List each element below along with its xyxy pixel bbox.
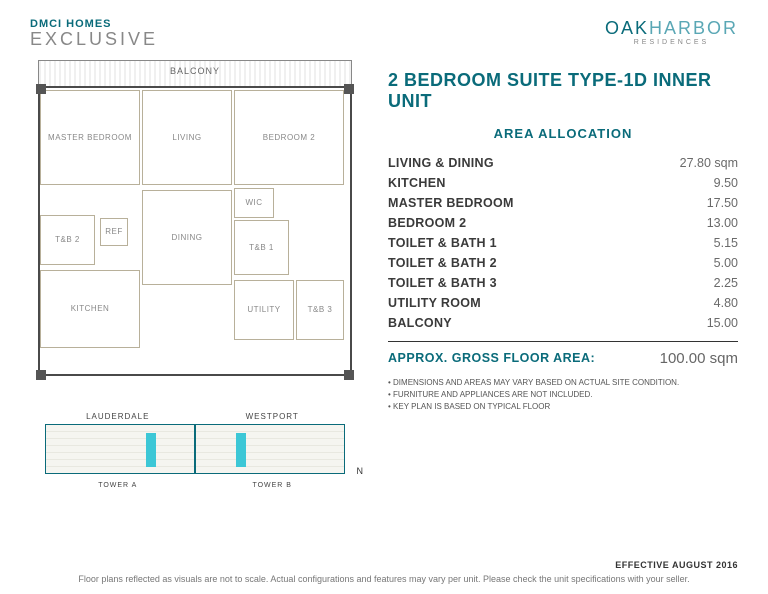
keyplan-building-b — [195, 424, 345, 474]
floorplan-room: T&B 1 — [234, 220, 289, 275]
left-column: BALCONY MASTER BEDROOMLIVINGBEDROOM 2 T&B… — [30, 60, 360, 492]
alloc-row: BALCONY 15.00 — [388, 313, 738, 333]
alloc-value: 5.00 — [714, 256, 738, 270]
floorplan-room: LIVING — [142, 90, 232, 185]
note-item: DIMENSIONS AND AREAS MAY VARY BASED ON A… — [388, 377, 738, 389]
alloc-label: LIVING & DINING — [388, 156, 494, 170]
alloc-row: BEDROOM 2 13.00 — [388, 213, 738, 233]
alloc-row: KITCHEN 9.50 — [388, 173, 738, 193]
floorplan-corner — [344, 370, 354, 380]
floorplan-room: BEDROOM 2 — [234, 90, 344, 185]
brand-bottom: EXCLUSIVE — [30, 30, 158, 50]
floorplan-room: DINING — [142, 190, 232, 285]
notes-list: DIMENSIONS AND AREAS MAY VARY BASED ON A… — [388, 377, 738, 413]
brand-right-2: HARBOR — [649, 18, 738, 38]
keyplan-bottom-label-0: TOWER A — [43, 482, 193, 489]
keyplan-building-a — [45, 424, 195, 474]
right-column: 2 BEDROOM SUITE TYPE-1D INNER UNIT AREA … — [388, 60, 738, 492]
note-item: KEY PLAN IS BASED ON TYPICAL FLOOR — [388, 401, 738, 413]
alloc-label: TOILET & BATH 1 — [388, 236, 497, 250]
alloc-row: LIVING & DINING 27.80 sqm — [388, 153, 738, 173]
unit-title: 2 BEDROOM SUITE TYPE-1D INNER UNIT — [388, 70, 738, 112]
floorplan-balcony-label: BALCONY — [170, 66, 220, 76]
brand-left: DMCI HOMES EXCLUSIVE — [30, 18, 158, 50]
alloc-row: TOILET & BATH 1 5.15 — [388, 233, 738, 253]
floorplan-room: UTILITY — [234, 280, 294, 340]
north-indicator: N — [356, 466, 363, 476]
divider — [388, 341, 738, 342]
alloc-value: 15.00 — [707, 316, 738, 330]
keyplan-top-label-0: LAUDERDALE — [43, 412, 193, 421]
alloc-value: 13.00 — [707, 216, 738, 230]
alloc-value: 27.80 sqm — [680, 156, 738, 170]
alloc-label: UTILITY ROOM — [388, 296, 481, 310]
alloc-row: UTILITY ROOM 4.80 — [388, 293, 738, 313]
keyplan-bottom-label-1: TOWER B — [197, 482, 347, 489]
alloc-label: TOILET & BATH 2 — [388, 256, 497, 270]
floorplan-room: REF — [100, 218, 128, 246]
main-content: BALCONY MASTER BEDROOMLIVINGBEDROOM 2T&B… — [30, 60, 738, 492]
header: DMCI HOMES EXCLUSIVE OAKHARBOR RESIDENCE… — [30, 18, 738, 50]
footer: EFFECTIVE AUGUST 2016 Floor plans reflec… — [30, 560, 738, 584]
floorplan-diagram: BALCONY MASTER BEDROOMLIVINGBEDROOM 2 T&B… — [30, 60, 360, 400]
alloc-value: 2.25 — [714, 276, 738, 290]
alloc-value: 4.80 — [714, 296, 738, 310]
alloc-row: TOILET & BATH 2 5.00 — [388, 253, 738, 273]
alloc-label: MASTER BEDROOM — [388, 196, 514, 210]
brand-right-1: OAK — [605, 18, 649, 38]
keyplan-highlight-1 — [236, 433, 246, 467]
floorplan-corner — [344, 84, 354, 94]
area-allocation-table: LIVING & DINING 27.80 sqm KITCHEN 9.50 MASTE… — [388, 153, 738, 333]
alloc-label: BALCONY — [388, 316, 452, 330]
keyplan: LAUDERDALE WESTPORT N TOWER A TOWER B — [30, 406, 360, 492]
note-item: FURNITURE AND APPLIANCES ARE NOT INCLUDE… — [388, 389, 738, 401]
alloc-value: 9.50 — [714, 176, 738, 190]
floorplan-room: MASTER BEDROOM — [40, 90, 140, 185]
total-row: APPROX. GROSS FLOOR AREA: 100.00 sqm — [388, 350, 738, 367]
alloc-label: TOILET & BATH 3 — [388, 276, 497, 290]
floorplan-room: WIC — [234, 188, 274, 218]
keyplan-highlight-0 — [146, 433, 156, 467]
alloc-row: MASTER BEDROOM 17.50 — [388, 193, 738, 213]
total-value: 100.00 sqm — [660, 350, 738, 367]
alloc-label: BEDROOM 2 — [388, 216, 466, 230]
floorplan-room: T&B 3 — [296, 280, 344, 340]
floorplan-room: KITCHEN — [40, 270, 140, 348]
brand-right: OAKHARBOR RESIDENCES — [605, 18, 738, 46]
effective-date: EFFECTIVE AUGUST 2016 — [30, 560, 738, 570]
alloc-value: 5.15 — [714, 236, 738, 250]
floorplan-room: T&B 2 — [40, 215, 95, 265]
alloc-label: KITCHEN — [388, 176, 446, 190]
brand-right-sub: RESIDENCES — [605, 39, 738, 46]
section-heading: AREA ALLOCATION — [388, 126, 738, 141]
floorplan-corner — [36, 84, 46, 94]
floorplan-corner — [36, 370, 46, 380]
total-label: APPROX. GROSS FLOOR AREA: — [388, 351, 595, 365]
disclaimer: Floor plans reflected as visuals are not… — [30, 574, 738, 584]
alloc-row: TOILET & BATH 3 2.25 — [388, 273, 738, 293]
keyplan-top-label-1: WESTPORT — [197, 412, 347, 421]
alloc-value: 17.50 — [707, 196, 738, 210]
